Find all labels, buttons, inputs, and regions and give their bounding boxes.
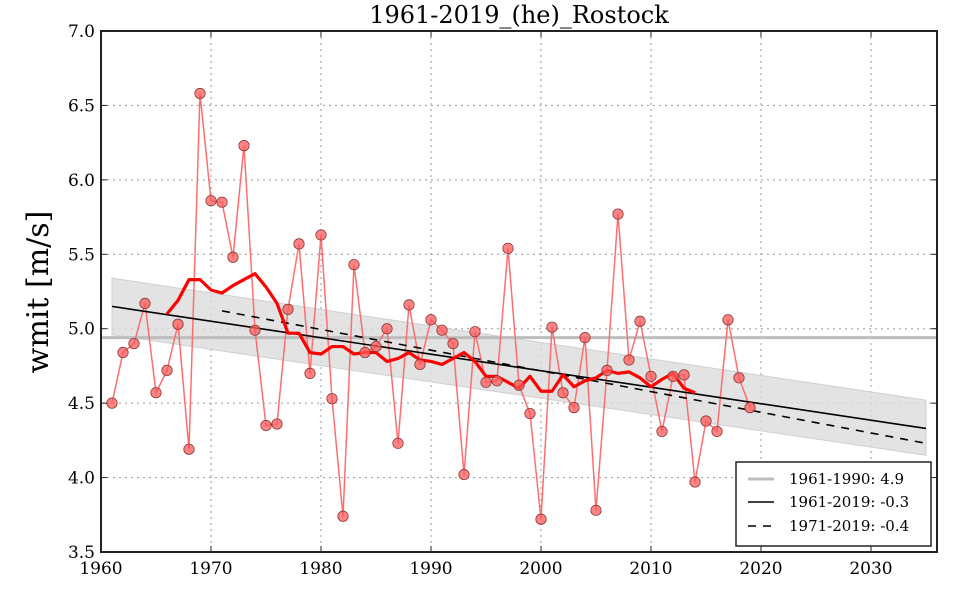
data-point (513, 379, 525, 391)
data-point (535, 513, 547, 525)
data-point (590, 504, 602, 516)
data-point (381, 323, 393, 335)
data-point (623, 354, 635, 366)
data-point (557, 387, 569, 399)
data-point (568, 402, 580, 414)
data-point (183, 443, 195, 455)
data-point (139, 297, 151, 310)
data-point (293, 238, 305, 250)
data-point (744, 402, 756, 414)
legend-box (735, 461, 932, 547)
data-point (689, 476, 701, 488)
data-point (601, 364, 613, 376)
data-point (337, 510, 349, 522)
x-tick-label: 1980 (299, 559, 342, 579)
data-point (612, 208, 624, 220)
data-point (205, 195, 217, 207)
data-point (645, 370, 657, 382)
data-point (722, 314, 734, 326)
x-tick-label: 2010 (629, 559, 672, 579)
data-point (271, 418, 283, 430)
data-point (172, 318, 184, 330)
y-tick-label: 6.0 (68, 171, 95, 191)
data-point (700, 415, 712, 427)
data-point (414, 358, 426, 371)
data-point (238, 140, 250, 152)
data-point (425, 314, 437, 326)
data-point (282, 303, 294, 315)
data-point (161, 364, 173, 376)
y-tick-label: 5.0 (68, 320, 95, 340)
data-point (392, 437, 404, 449)
data-point (711, 425, 723, 438)
legend-label-trend-1971: 1971-2019: -0.4 (789, 517, 909, 535)
data-point (304, 367, 316, 379)
data-point (227, 251, 239, 263)
data-point (491, 375, 503, 387)
y-tick-label: 6.5 (68, 96, 95, 116)
data-point (667, 370, 679, 382)
data-point (315, 229, 327, 241)
x-tick-label: 1970 (189, 559, 232, 579)
data-point (370, 340, 382, 353)
data-point (436, 324, 448, 336)
data-point (656, 425, 668, 438)
data-points (106, 87, 756, 525)
data-point (359, 346, 371, 359)
x-tick-label: 2000 (519, 559, 562, 579)
y-axis-label: wmit [m/s] (21, 211, 56, 374)
data-point (403, 299, 415, 311)
y-tick-label: 7.0 (68, 22, 95, 42)
data-point (260, 419, 272, 432)
data-point (106, 397, 118, 409)
y-tick-label: 4.5 (68, 394, 95, 414)
chart-title: 1961-2019_(he)_Rostock (369, 1, 669, 29)
data-point (128, 337, 140, 350)
plot-frame (100, 30, 938, 553)
data-point (469, 326, 481, 338)
y-tick-label: 5.5 (68, 245, 95, 265)
data-point (634, 315, 646, 327)
axis-ticks: 1960 1970 1980 1990 2000 2010 2020 2030 3.5 4.0 4.… (68, 22, 937, 579)
data-point (326, 393, 338, 405)
y-tick-label: 3.5 (68, 543, 95, 563)
data-point (502, 242, 514, 254)
data-point (733, 372, 745, 384)
x-tick-label: 1960 (79, 559, 122, 579)
data-point (579, 332, 591, 344)
data-point (546, 321, 558, 333)
y-tick-label: 4.0 (68, 469, 95, 489)
data-point (249, 324, 261, 336)
data-point (348, 259, 360, 271)
legend-label-reference: 1961-1990: 4.9 (789, 470, 904, 488)
data-point (150, 387, 162, 399)
x-tick-label: 2030 (849, 559, 892, 579)
x-tick-label: 1990 (409, 559, 452, 579)
data-point (458, 468, 470, 481)
legend: 1961-1990: 4.9 1961-2019: -0.3 1971-2019… (735, 461, 932, 547)
data-point (216, 196, 228, 208)
data-point (678, 369, 690, 381)
data-point (194, 87, 206, 100)
data-point (524, 407, 536, 420)
data-point (480, 376, 492, 388)
x-tick-label: 2020 (739, 559, 782, 579)
legend-label-trend-1961: 1961-2019: -0.3 (789, 493, 909, 511)
data-point (447, 337, 459, 350)
data-point (117, 346, 129, 359)
